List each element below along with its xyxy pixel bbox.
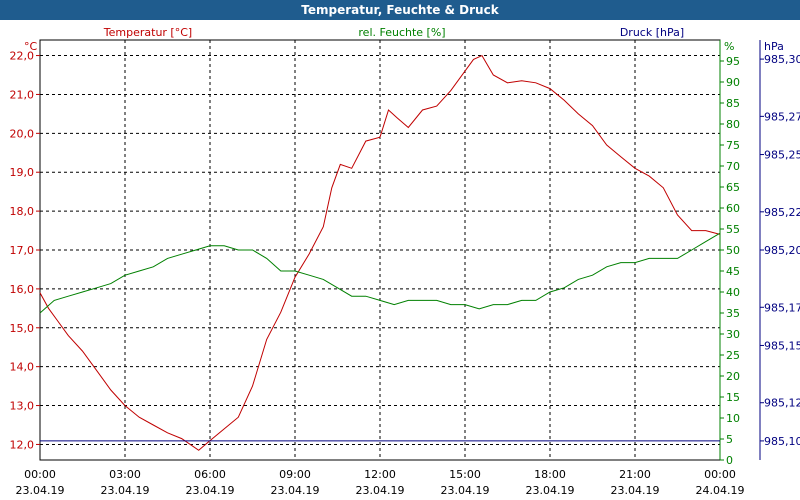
x-tick-date: 23.04.19: [16, 484, 65, 497]
x-tick-time: 03:00: [109, 468, 141, 481]
x-tick-date: 23.04.19: [526, 484, 575, 497]
y-tick-humidity: 70: [726, 160, 740, 173]
y-tick-pressure: 985,30: [764, 53, 800, 66]
x-tick-time: 15:00: [449, 468, 481, 481]
unit-pressure: hPa: [764, 40, 784, 53]
y-tick-temperature: 15,0: [10, 322, 35, 335]
x-tick-date: 23.04.19: [441, 484, 490, 497]
y-tick-temperature: 16,0: [10, 283, 35, 296]
axis-labels: 00:00 23.04.19 03:00 23.04.19 06:00 23.04.19 0…: [10, 50, 800, 497]
y-tick-humidity: 0: [726, 454, 733, 467]
y-tick-temperature: 12,0: [10, 438, 35, 451]
series-line-humidity: [39, 232, 721, 314]
y-tick-temperature: 14,0: [10, 361, 35, 374]
x-tick-date: 24.04.19: [696, 484, 745, 497]
y-tick-humidity: 80: [726, 118, 740, 131]
x-tick-date: 23.04.19: [186, 484, 235, 497]
x-tick-time: 21:00: [619, 468, 651, 481]
x-tick-time: 00:00: [704, 468, 736, 481]
axis-lines: [36, 39, 764, 461]
y-tick-pressure: 985,17: [764, 301, 800, 314]
series-layer: [39, 54, 721, 451]
x-tick-time: 09:00: [279, 468, 311, 481]
y-tick-humidity: 35: [726, 307, 740, 320]
y-tick-humidity: 15: [726, 391, 740, 404]
y-tick-pressure: 985,10: [764, 435, 800, 448]
y-tick-temperature: 22,0: [10, 50, 35, 63]
legend-temperature: Temperatur [°C]: [103, 26, 192, 39]
y-tick-temperature: 19,0: [10, 166, 35, 179]
y-tick-pressure: 985,27: [764, 110, 800, 123]
y-tick-humidity: 85: [726, 97, 740, 110]
x-tick-time: 06:00: [194, 468, 226, 481]
y-tick-pressure: 985,25: [764, 149, 800, 162]
y-tick-humidity: 10: [726, 412, 740, 425]
y-tick-humidity: 65: [726, 181, 740, 194]
y-tick-humidity: 75: [726, 139, 740, 152]
x-tick-time: 18:00: [534, 468, 566, 481]
x-tick-time: 00:00: [24, 468, 56, 481]
y-tick-pressure: 985,12: [764, 397, 800, 410]
grid: [40, 40, 720, 460]
window-title: Temperatur, Feuchte & Druck: [0, 0, 800, 20]
y-tick-humidity: 20: [726, 370, 740, 383]
x-tick-date: 23.04.19: [271, 484, 320, 497]
y-tick-humidity: 45: [726, 265, 740, 278]
y-tick-temperature: 13,0: [10, 400, 35, 413]
x-tick-date: 23.04.19: [356, 484, 405, 497]
series-line-temperature: [39, 54, 721, 451]
y-tick-temperature: 17,0: [10, 244, 35, 257]
y-tick-humidity: 5: [726, 433, 733, 446]
y-tick-temperature: 21,0: [10, 88, 35, 101]
y-tick-humidity: 95: [726, 55, 740, 68]
x-tick-time: 12:00: [364, 468, 396, 481]
y-tick-humidity: 30: [726, 328, 740, 341]
y-tick-pressure: 985,20: [764, 244, 800, 257]
x-tick-date: 23.04.19: [101, 484, 150, 497]
y-tick-pressure: 985,15: [764, 339, 800, 352]
y-tick-humidity: 25: [726, 349, 740, 362]
y-tick-humidity: 40: [726, 286, 740, 299]
unit-humidity: %: [724, 40, 734, 53]
y-tick-humidity: 55: [726, 223, 740, 236]
legend-humidity: rel. Feuchte [%]: [358, 26, 445, 39]
legend-pressure: Druck [hPa]: [620, 26, 684, 39]
y-tick-humidity: 50: [726, 244, 740, 257]
y-tick-temperature: 20,0: [10, 127, 35, 140]
y-tick-humidity: 60: [726, 202, 740, 215]
unit-temperature: °C: [24, 40, 38, 53]
y-tick-pressure: 985,22: [764, 206, 800, 219]
y-tick-temperature: 18,0: [10, 205, 35, 218]
x-tick-date: 23.04.19: [611, 484, 660, 497]
y-tick-humidity: 90: [726, 76, 740, 89]
